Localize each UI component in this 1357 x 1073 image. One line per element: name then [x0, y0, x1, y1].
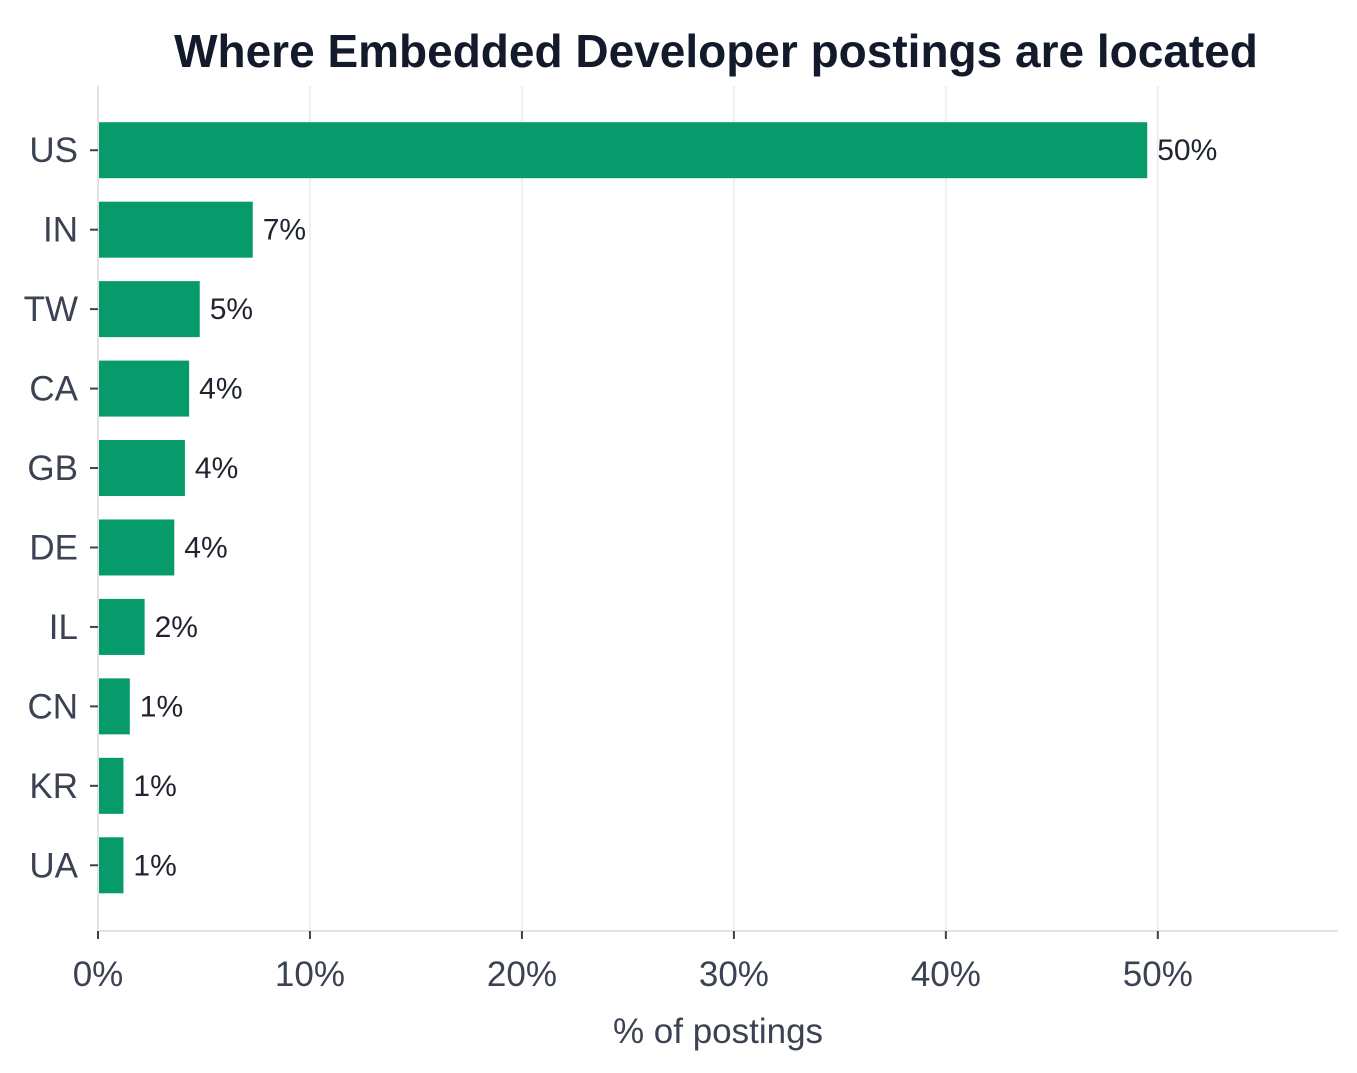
category-label-cn: CN [27, 687, 78, 726]
category-label-in: IN [43, 211, 78, 250]
category-label-kr: KR [29, 767, 78, 806]
bar-il [99, 598, 145, 655]
bar-in [99, 201, 253, 258]
x-tick-label: 30% [699, 955, 769, 994]
x-tick-label: 50% [1123, 955, 1193, 994]
chart-title: Where Embedded Developer postings are lo… [174, 25, 1258, 77]
labels: 0% 10% 20% 30% 40% 50% US 50% IN 7% TW 5% CA 4% GB 4% DE… [24, 131, 1218, 994]
x-axis-title: % of postings [613, 1012, 823, 1051]
data-label-ua: 1% [133, 849, 176, 882]
bars [99, 122, 1148, 894]
category-label-de: DE [29, 528, 78, 567]
data-label-de: 4% [184, 531, 227, 564]
category-label-tw: TW [24, 290, 78, 329]
bar-cn [99, 678, 130, 735]
data-label-gb: 4% [195, 452, 238, 485]
bar-kr [99, 757, 124, 814]
category-label-il: IL [49, 608, 78, 647]
x-tick-label: 0% [73, 955, 124, 994]
data-label-tw: 5% [210, 293, 253, 326]
bar-ca [99, 360, 190, 417]
x-tick-label: 10% [275, 955, 345, 994]
bar-gb [99, 440, 185, 497]
bar-de [99, 519, 175, 576]
category-label-ca: CA [29, 370, 78, 409]
data-label-in: 7% [263, 214, 306, 247]
axes [90, 86, 1338, 939]
category-label-us: US [29, 131, 78, 170]
category-label-ua: UA [29, 846, 78, 885]
data-label-il: 2% [155, 611, 198, 644]
x-tick-label: 20% [487, 955, 557, 994]
data-label-kr: 1% [133, 770, 176, 803]
category-label-gb: GB [27, 449, 78, 488]
grid-lines [97, 86, 1159, 931]
x-tick-label: 40% [911, 955, 981, 994]
data-label-us: 50% [1157, 134, 1217, 167]
data-label-cn: 1% [140, 690, 183, 723]
data-label-ca: 4% [199, 373, 242, 406]
bar-us [99, 122, 1148, 179]
bar-tw [99, 281, 200, 338]
bar-ua [99, 837, 124, 894]
